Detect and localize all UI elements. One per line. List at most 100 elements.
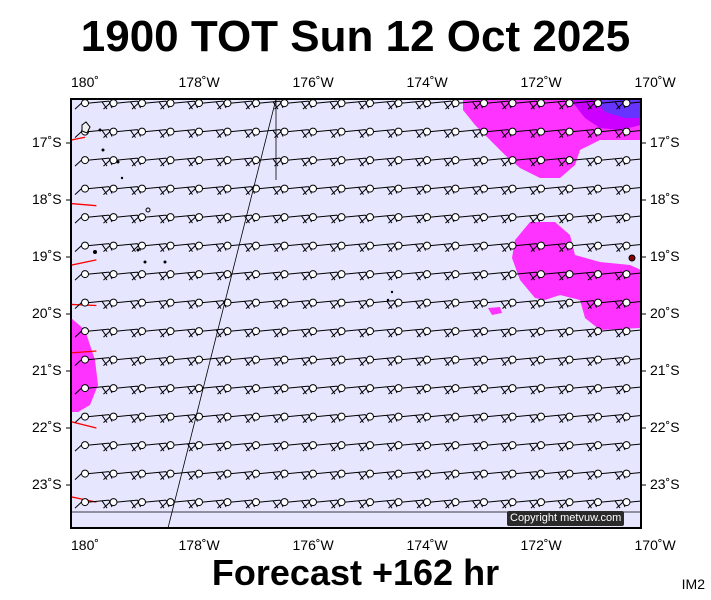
wind-barb (559, 184, 597, 195)
wind-barb (160, 355, 198, 366)
wind-barb (188, 127, 227, 138)
wind-barb (188, 412, 227, 423)
wind-barb (245, 241, 284, 252)
wind-barb (160, 469, 198, 480)
wind-barb (302, 241, 341, 252)
lat-label-left: 22˚S (32, 419, 62, 435)
wind-barb (331, 327, 369, 338)
lon-label-bottom: 176˚W (292, 537, 334, 553)
wind-barb (473, 156, 512, 167)
wind-barb (645, 328, 682, 338)
wind-barb (559, 412, 597, 423)
wind-barb (103, 327, 141, 338)
lon-label-bottom: 174˚W (406, 537, 448, 553)
island-dot (145, 207, 151, 213)
wind-barb (103, 156, 141, 167)
wind-barb (188, 241, 227, 252)
wind-barb (74, 441, 113, 452)
wind-barb (616, 270, 641, 281)
wind-barb (274, 156, 312, 167)
wind-barb (131, 384, 170, 395)
wind-barb (274, 184, 312, 195)
wind-barb (74, 99, 113, 110)
wind-barb (473, 441, 512, 452)
wind-barb (103, 355, 141, 366)
wind-barb (131, 99, 170, 110)
wind-barb (445, 270, 483, 281)
island-dot (101, 148, 105, 152)
lat-label-right: 21˚S (650, 362, 680, 378)
lat-label-left: 23˚S (32, 476, 62, 492)
wind-barb (103, 498, 141, 509)
wind-barb (245, 441, 284, 452)
wind-barb (559, 327, 597, 338)
wind-barb (331, 441, 369, 452)
copyright-label: Copyright metvuw.com (507, 511, 625, 526)
wind-barb (331, 156, 369, 167)
wind-barb (188, 327, 227, 338)
wind-barb (160, 384, 198, 395)
wind-barb (616, 412, 641, 423)
island-dot (116, 160, 120, 164)
wind-barb (388, 298, 426, 309)
wind-barb (645, 499, 682, 509)
wind-barb (587, 355, 626, 366)
wind-barb (217, 441, 255, 452)
wind-barb (416, 270, 455, 281)
wind-barb (473, 355, 512, 366)
wind-barb (160, 498, 198, 509)
wind-barb (645, 214, 682, 224)
axis-ticks (66, 142, 646, 486)
wind-barb (217, 355, 255, 366)
lat-label-right: 22˚S (650, 419, 680, 435)
wind-barb (530, 241, 569, 252)
wind-barb (502, 298, 540, 309)
wind-barb (302, 184, 341, 195)
rainfall-shading (71, 99, 641, 412)
wind-barb (302, 441, 341, 452)
wind-barb (416, 99, 455, 110)
wind-barb (131, 355, 170, 366)
wind-barb (587, 469, 626, 480)
image-label: IM2 (681, 576, 705, 592)
wind-barb (74, 213, 113, 224)
wind-barb (645, 157, 682, 167)
lat-label-right: 23˚S (650, 476, 680, 492)
wind-barb (302, 298, 341, 309)
wind-barb (274, 213, 312, 224)
svg-text:1017: 1017 (27, 348, 51, 360)
wind-barb (645, 385, 682, 395)
lat-label-left: 17˚S (32, 134, 62, 150)
wind-barb (530, 127, 569, 138)
wind-barb (302, 469, 341, 480)
wind-barb (302, 412, 341, 423)
wind-barb (445, 355, 483, 366)
wind-barb (245, 355, 284, 366)
wind-barb (160, 298, 198, 309)
wind-barb (188, 355, 227, 366)
wind-barb (74, 412, 113, 423)
wind-barb (131, 298, 170, 309)
wind-barb (245, 384, 284, 395)
wind-barb (103, 99, 141, 110)
isobar-label: 1017 (24, 346, 54, 360)
island-dot (390, 290, 394, 294)
wind-barb (530, 469, 569, 480)
wind-barb (103, 384, 141, 395)
wind-barb (74, 498, 113, 509)
lon-label-top: 178˚W (178, 74, 220, 90)
wind-barb (445, 498, 483, 509)
wind-barb (160, 412, 198, 423)
wind-barb (416, 127, 455, 138)
wind-barb (530, 412, 569, 423)
lat-label-right: 18˚S (650, 191, 680, 207)
islands (81, 121, 636, 302)
wind-barb (359, 469, 398, 480)
wind-barb (217, 498, 255, 509)
island-dot (136, 248, 140, 252)
wind-barb (131, 241, 170, 252)
wind-barb (530, 270, 569, 281)
wind-barb (331, 241, 369, 252)
wind-barb (103, 298, 141, 309)
